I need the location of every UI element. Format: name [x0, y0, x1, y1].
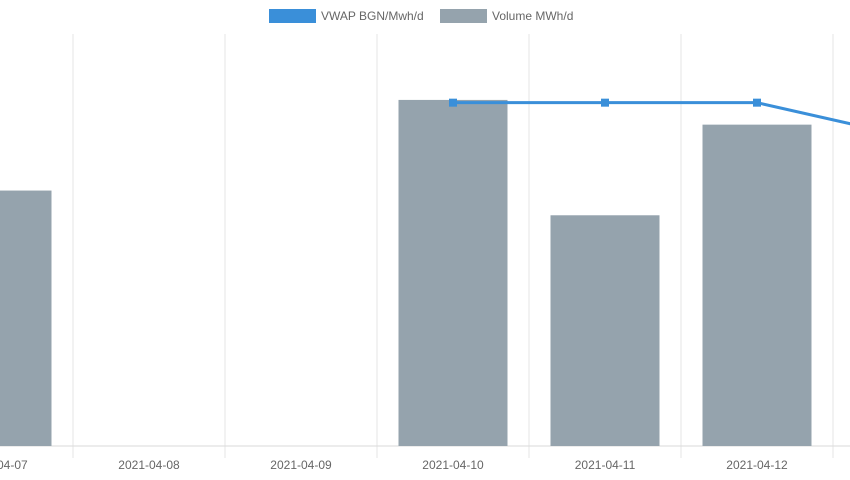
x-tick-label-2021-04-10: 2021-04-10 [422, 458, 484, 472]
vwap-point-2021-04-12[interactable] [753, 98, 761, 107]
legend-swatch-vwap [269, 9, 316, 23]
legend-item-vwap[interactable]: VWAP BGN/Mwh/d [269, 9, 424, 23]
vwap-line [449, 98, 850, 126]
x-tick-label-2021-04-08: 2021-04-08 [118, 458, 180, 472]
legend-label-vwap: VWAP BGN/Mwh/d [321, 9, 424, 23]
volume-bar-2021-04-12[interactable] [702, 124, 812, 446]
vwap-line-path [453, 101, 850, 126]
x-tick-label-2021-04-09: 2021-04-09 [270, 458, 332, 472]
legend-swatch-volume [440, 9, 487, 23]
vwap-point-2021-04-10[interactable] [449, 98, 457, 107]
x-tick-label-2021-04-11: 2021-04-11 [575, 458, 636, 472]
volume-bar-2021-04-10[interactable] [398, 99, 508, 447]
legend-item-volume[interactable]: Volume MWh/d [440, 9, 573, 23]
x-tick-label-2021-04-07: 2021-04-07 [0, 458, 28, 472]
volume-bar-2021-04-11[interactable] [550, 215, 660, 446]
x-axis-ticks: 2021-04-07 2021-04-08 2021-04-09 2021-04-10… [0, 458, 788, 472]
vwap-point-2021-04-11[interactable] [601, 98, 609, 107]
legend-label-volume: Volume MWh/d [492, 9, 573, 23]
x-tick-label-2021-04-12: 2021-04-12 [726, 458, 788, 472]
volume-bars [0, 99, 812, 447]
volume-bar-2021-04-07[interactable] [0, 190, 52, 446]
legend: VWAP BGN/Mwh/d Volume MWh/d [269, 9, 573, 23]
